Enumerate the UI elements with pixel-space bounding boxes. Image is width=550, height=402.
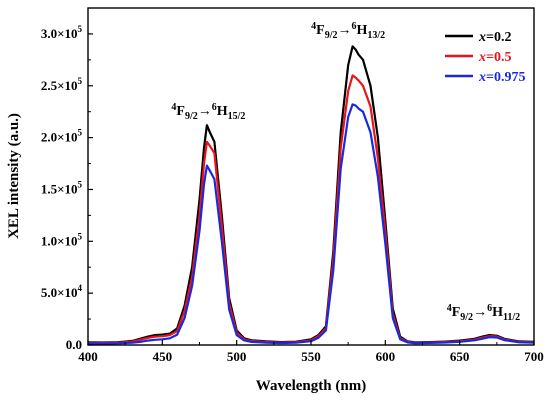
legend-label-1: x=0.2 [478,30,511,45]
x-tick-label: 550 [301,349,321,364]
annotation-peak-660: 4F9/2→6H11/2 [447,303,520,323]
x-tick-label: 450 [153,349,173,364]
y-tick-label: 2.5×105 [41,76,83,93]
annotations: 4F9/2→6H15/2 4F9/2→6H13/2 4F9/2→6H11/2 [171,21,520,323]
x-tick-label: 600 [376,349,396,364]
x-tick-label: 400 [78,349,98,364]
x-tick-label: 500 [227,349,247,364]
series-line-3 [87,103,535,345]
y-axis-title: XEL intensity (a.u.) [6,113,22,239]
y-tick-label: 2.0×105 [41,128,83,145]
series-layer [87,45,535,345]
y-axis: 0.0 5.0×104 1.0×105 1.5×105 2.0×105 2.5×105 3.… [41,24,93,352]
y-tick-label: 1.5×105 [41,179,83,196]
y-tick-label: 3.0×105 [41,24,83,41]
y-tick-label: 5.0×104 [41,283,83,300]
legend-label-3: x=0.975 [478,70,525,85]
y-tick-label: 1.0×105 [41,231,83,248]
y-tick-label: 0.0 [66,337,82,352]
annotation-peak-575: 4F9/2→6H13/2 [311,21,385,41]
annotation-peak-480: 4F9/2→6H15/2 [171,102,245,122]
x-axis: 400 450 500 550 600 650 700 [78,340,544,364]
legend-label-2: x=0.5 [478,50,511,65]
x-axis-title: Wavelength (nm) [256,378,366,394]
legend: x=0.2 x=0.5 x=0.975 [445,30,525,85]
x-tick-label: 650 [450,349,470,364]
x-tick-label: 700 [524,349,544,364]
